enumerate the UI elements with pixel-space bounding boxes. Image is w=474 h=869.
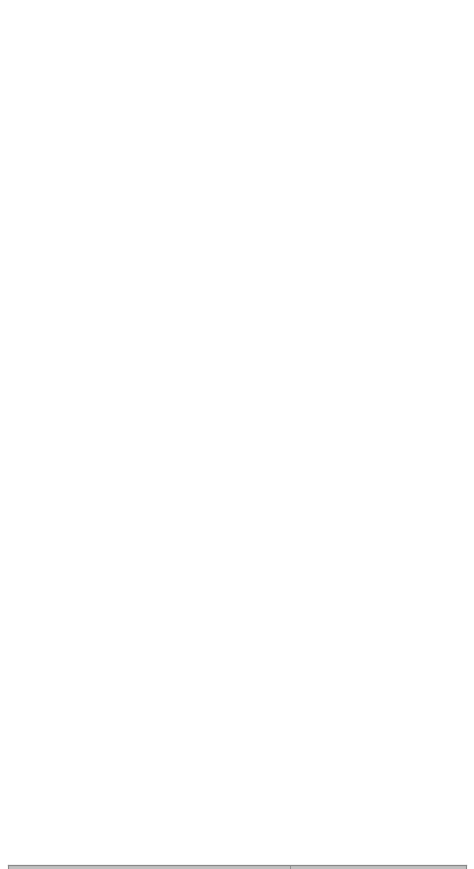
Bar <box>8 865 466 869</box>
